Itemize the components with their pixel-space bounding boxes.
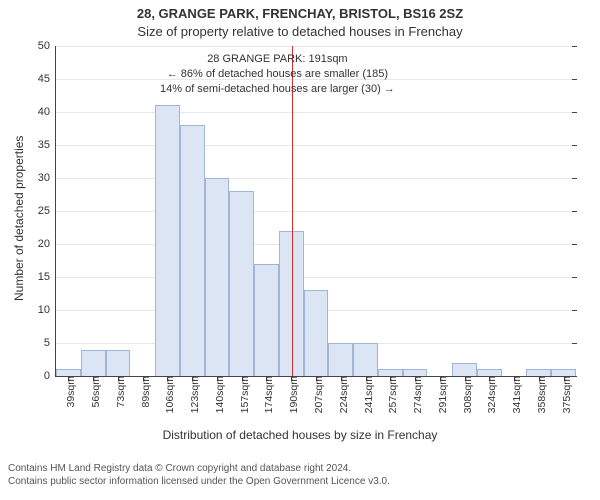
bar (229, 191, 254, 376)
x-axis-label: Distribution of detached houses by size … (0, 428, 600, 442)
ytick-mark (572, 343, 577, 344)
xtick-label: 89sqm (134, 376, 152, 408)
xtick-label: 375sqm (555, 376, 573, 413)
xtick-label: 140sqm (208, 376, 226, 413)
annotation-line1: 28 GRANGE PARK: 191sqm (160, 52, 395, 67)
ytick-label: 50 (38, 40, 56, 52)
ytick-mark (572, 46, 577, 47)
ytick-mark (572, 145, 577, 146)
annotation-line2: ← 86% of detached houses are smaller (18… (160, 67, 395, 82)
bar (205, 178, 230, 376)
ytick-label: 0 (44, 370, 56, 382)
xtick-label: 324sqm (480, 376, 498, 413)
chart-container: 28, GRANGE PARK, FRENCHAY, BRISTOL, BS16… (0, 0, 600, 500)
gridline (56, 46, 576, 47)
bar (378, 369, 403, 376)
xtick-label: 39sqm (59, 376, 77, 408)
ytick-label: 25 (38, 205, 56, 217)
gridline (56, 211, 576, 212)
ytick-mark (572, 244, 577, 245)
xtick-label: 207sqm (307, 376, 325, 413)
xtick-label: 157sqm (233, 376, 251, 413)
xtick-label: 341sqm (505, 376, 523, 413)
bar (304, 290, 329, 376)
bar (180, 125, 205, 376)
ytick-label: 40 (38, 106, 56, 118)
bar (551, 369, 576, 376)
xtick-label: 274sqm (406, 376, 424, 413)
gridline (56, 112, 576, 113)
ytick-mark (572, 112, 577, 113)
ytick-mark (572, 211, 577, 212)
bar (155, 105, 180, 376)
ytick-label: 5 (44, 337, 56, 349)
xtick-label: 308sqm (456, 376, 474, 413)
bar (353, 343, 378, 376)
ytick-label: 10 (38, 304, 56, 316)
bar (328, 343, 353, 376)
gridline (56, 178, 576, 179)
bar (403, 369, 428, 376)
xtick-label: 241sqm (357, 376, 375, 413)
gridline (56, 277, 576, 278)
xtick-label: 73sqm (109, 376, 127, 408)
ytick-mark (572, 277, 577, 278)
ytick-mark (572, 310, 577, 311)
annotation-box: 28 GRANGE PARK: 191sqm ← 86% of detached… (160, 52, 395, 97)
title-main: 28, GRANGE PARK, FRENCHAY, BRISTOL, BS16… (0, 6, 600, 21)
title-sub: Size of property relative to detached ho… (0, 24, 600, 39)
bar (106, 350, 131, 376)
xtick-label: 257sqm (381, 376, 399, 413)
xtick-label: 106sqm (158, 376, 176, 413)
xtick-label: 291sqm (431, 376, 449, 413)
annotation-line3: 14% of semi-detached houses are larger (… (160, 82, 395, 97)
ytick-mark (572, 79, 577, 80)
ytick-label: 45 (38, 73, 56, 85)
ytick-label: 15 (38, 271, 56, 283)
xtick-label: 56sqm (84, 376, 102, 408)
xtick-label: 190sqm (282, 376, 300, 413)
xtick-label: 174sqm (257, 376, 275, 413)
bar (452, 363, 477, 376)
bar (254, 264, 279, 376)
bar (81, 350, 106, 376)
ytick-mark (572, 178, 577, 179)
footer: Contains HM Land Registry data © Crown c… (8, 462, 390, 488)
y-axis-label: Number of detached properties (12, 136, 26, 301)
footer-line2: Contains public sector information licen… (8, 475, 390, 488)
gridline (56, 244, 576, 245)
xtick-label: 358sqm (530, 376, 548, 413)
gridline (56, 145, 576, 146)
bar (477, 369, 502, 376)
ytick-label: 20 (38, 238, 56, 250)
xtick-label: 123sqm (183, 376, 201, 413)
ytick-label: 30 (38, 172, 56, 184)
xtick-label: 224sqm (332, 376, 350, 413)
footer-line1: Contains HM Land Registry data © Crown c… (8, 462, 390, 475)
ytick-label: 35 (38, 139, 56, 151)
bar (526, 369, 551, 376)
